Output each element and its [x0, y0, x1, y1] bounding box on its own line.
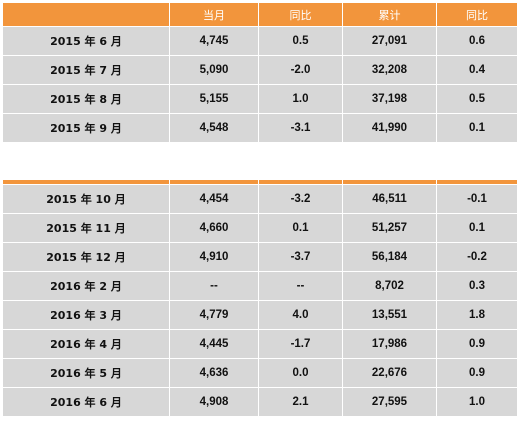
table-row: 2016 年 6 月 4,908 2.1 27,595 1.0	[3, 388, 518, 417]
table-row: 2015 年 12 月 4,910 -3.7 56,184 -0.2	[3, 243, 518, 272]
monthly-value-cell: 4,908	[170, 388, 259, 417]
data-table-top: 当月 同比 累计 同比 2015 年 6 月 4,745 0.5 27,091 0.6 2…	[3, 3, 518, 143]
cumulative-value-cell: 27,595	[343, 388, 437, 417]
header-cell-cumulative-yoy: 同比	[437, 3, 518, 27]
monthly-yoy-cell: 1.0	[259, 85, 343, 114]
period-cell: 2016 年 4 月	[3, 330, 170, 359]
cumulative-value-cell: 56,184	[343, 243, 437, 272]
cumulative-value-cell: 32,208	[343, 56, 437, 85]
table-row: 2016 年 3 月 4,779 4.0 13,551 1.8	[3, 301, 518, 330]
data-table-bottom: 2015 年 10 月 4,454 -3.2 46,511 -0.1 2015 年 11 …	[3, 180, 518, 417]
cumulative-value-cell: 46,511	[343, 185, 437, 214]
table-row: 2015 年 7 月 5,090 -2.0 32,208 0.4	[3, 56, 518, 85]
monthly-yoy-cell: 0.1	[259, 214, 343, 243]
header-cell-monthly-yoy: 同比	[259, 3, 343, 27]
cumulative-yoy-cell: -0.2	[437, 243, 518, 272]
header-cell-monthly: 当月	[170, 3, 259, 27]
cumulative-yoy-cell: 0.5	[437, 85, 518, 114]
monthly-yoy-cell: 2.1	[259, 388, 343, 417]
monthly-value-cell: 4,660	[170, 214, 259, 243]
monthly-value-cell: 4,745	[170, 27, 259, 56]
table-row: 2015 年 8 月 5,155 1.0 37,198 0.5	[3, 85, 518, 114]
monthly-value-cell: 4,445	[170, 330, 259, 359]
header-cell-cumulative: 累计	[343, 3, 437, 27]
monthly-value-cell: --	[170, 272, 259, 301]
period-cell: 2016 年 2 月	[3, 272, 170, 301]
monthly-yoy-cell: 0.5	[259, 27, 343, 56]
monthly-value-cell: 4,636	[170, 359, 259, 388]
cumulative-value-cell: 27,091	[343, 27, 437, 56]
period-cell: 2015 年 12 月	[3, 243, 170, 272]
period-cell: 2015 年 7 月	[3, 56, 170, 85]
cumulative-yoy-cell: 0.3	[437, 272, 518, 301]
cumulative-value-cell: 8,702	[343, 272, 437, 301]
header-cell-period	[3, 3, 170, 27]
monthly-yoy-cell: -2.0	[259, 56, 343, 85]
period-cell: 2015 年 6 月	[3, 27, 170, 56]
period-cell: 2015 年 8 月	[3, 85, 170, 114]
monthly-yoy-cell: 0.0	[259, 359, 343, 388]
monthly-yoy-cell: -3.7	[259, 243, 343, 272]
cumulative-yoy-cell: 1.8	[437, 301, 518, 330]
monthly-yoy-cell: -3.2	[259, 185, 343, 214]
cumulative-yoy-cell: 0.6	[437, 27, 518, 56]
monthly-value-cell: 4,779	[170, 301, 259, 330]
monthly-value-cell: 5,090	[170, 56, 259, 85]
table-header-strip	[3, 180, 518, 185]
monthly-value-cell: 4,454	[170, 185, 259, 214]
monthly-yoy-cell: -1.7	[259, 330, 343, 359]
cumulative-yoy-cell: 0.9	[437, 359, 518, 388]
period-cell: 2016 年 6 月	[3, 388, 170, 417]
table-row: 2016 年 4 月 4,445 -1.7 17,986 0.9	[3, 330, 518, 359]
cumulative-value-cell: 13,551	[343, 301, 437, 330]
table-row: 2016 年 2 月 -- -- 8,702 0.3	[3, 272, 518, 301]
period-cell: 2015 年 11 月	[3, 214, 170, 243]
cumulative-yoy-cell: 0.1	[437, 114, 518, 143]
cumulative-value-cell: 41,990	[343, 114, 437, 143]
cumulative-yoy-cell: 0.9	[437, 330, 518, 359]
table-row: 2015 年 10 月 4,454 -3.2 46,511 -0.1	[3, 185, 518, 214]
monthly-yoy-cell: --	[259, 272, 343, 301]
cumulative-yoy-cell: 0.4	[437, 56, 518, 85]
cumulative-value-cell: 17,986	[343, 330, 437, 359]
table-row: 2015 年 9 月 4,548 -3.1 41,990 0.1	[3, 114, 518, 143]
cumulative-value-cell: 51,257	[343, 214, 437, 243]
monthly-value-cell: 5,155	[170, 85, 259, 114]
period-cell: 2016 年 3 月	[3, 301, 170, 330]
cumulative-yoy-cell: -0.1	[437, 185, 518, 214]
table-row: 2016 年 5 月 4,636 0.0 22,676 0.9	[3, 359, 518, 388]
cumulative-value-cell: 22,676	[343, 359, 437, 388]
monthly-yoy-cell: 4.0	[259, 301, 343, 330]
period-cell: 2016 年 5 月	[3, 359, 170, 388]
cumulative-yoy-cell: 0.1	[437, 214, 518, 243]
table-row: 2015 年 11 月 4,660 0.1 51,257 0.1	[3, 214, 518, 243]
monthly-value-cell: 4,910	[170, 243, 259, 272]
cumulative-yoy-cell: 1.0	[437, 388, 518, 417]
monthly-value-cell: 4,548	[170, 114, 259, 143]
table-row: 2015 年 6 月 4,745 0.5 27,091 0.6	[3, 27, 518, 56]
table-header-row: 当月 同比 累计 同比	[3, 3, 518, 27]
cumulative-value-cell: 37,198	[343, 85, 437, 114]
period-cell: 2015 年 10 月	[3, 185, 170, 214]
monthly-yoy-cell: -3.1	[259, 114, 343, 143]
period-cell: 2015 年 9 月	[3, 114, 170, 143]
